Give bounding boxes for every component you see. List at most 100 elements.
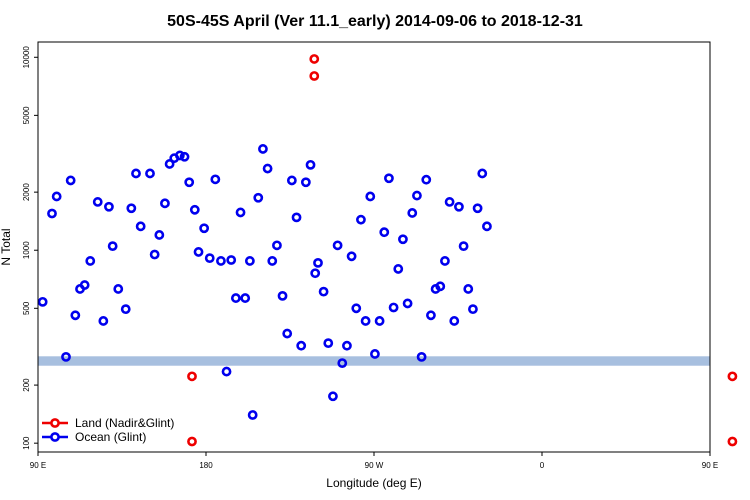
legend-label: Land (Nadir&Glint) (75, 416, 174, 430)
data-point (393, 264, 404, 274)
legend-marker (50, 432, 60, 442)
data-point (37, 296, 48, 307)
x-tick-label: 90 W (365, 461, 384, 470)
data-point (247, 410, 258, 420)
data-point (126, 203, 137, 214)
y-tick-label: 1000 (22, 241, 31, 259)
legend-marker (50, 418, 60, 428)
data-point (384, 173, 394, 184)
data-point (468, 304, 478, 315)
data-point (154, 230, 165, 240)
data-point (435, 281, 446, 292)
data-point (92, 197, 103, 207)
data-point (216, 256, 226, 266)
data-point (272, 240, 282, 251)
x-axis: 90 E 180 90 W 0 90 E (30, 452, 718, 470)
data-point (131, 168, 141, 179)
data-point (416, 351, 427, 362)
data-point (449, 316, 460, 326)
data-point (199, 223, 210, 234)
data-point (305, 159, 316, 170)
data-point (221, 366, 232, 377)
data-point (85, 256, 96, 266)
data-point (351, 303, 362, 314)
data-point (402, 298, 413, 309)
data-point (226, 255, 237, 265)
data-point (296, 340, 307, 351)
data-point (51, 191, 62, 202)
data-point (727, 436, 738, 447)
data-point (189, 204, 200, 215)
data-point (313, 257, 323, 268)
data-point (458, 241, 469, 252)
data-point (388, 302, 399, 313)
data-point (412, 190, 422, 201)
data-point (356, 214, 366, 225)
data-point (61, 351, 71, 362)
data-point (444, 197, 455, 207)
data-point (187, 436, 197, 447)
data-point (328, 391, 338, 402)
data-point (454, 201, 464, 212)
data-point (482, 221, 492, 232)
data-point (323, 338, 334, 349)
legend-label: Ocean (Glint) (75, 430, 146, 444)
data-point (463, 284, 474, 294)
x-axis-label: Longitude (deg E) (326, 476, 421, 490)
data-points-layer (37, 54, 738, 447)
data-point (65, 175, 76, 186)
data-point (230, 293, 241, 303)
data-point (267, 256, 278, 266)
y-tick-label: 200 (22, 378, 31, 392)
data-point (360, 316, 371, 326)
data-point (204, 253, 215, 264)
data-point (277, 290, 288, 301)
data-point (374, 316, 385, 326)
data-point (342, 340, 352, 351)
data-point (107, 241, 118, 252)
data-point (120, 304, 131, 315)
data-point (291, 212, 302, 223)
x-tick-label: 180 (199, 461, 213, 470)
data-point (346, 251, 357, 262)
data-point (145, 168, 155, 179)
data-point (421, 174, 432, 185)
data-point (477, 168, 488, 179)
data-point (472, 203, 483, 214)
data-point (113, 284, 124, 294)
data-point (440, 256, 450, 266)
x-tick-label: 90 E (30, 461, 46, 470)
legend-entry: Ocean (Glint) (42, 430, 146, 444)
y-tick-label: 100 (22, 436, 31, 450)
data-point (179, 151, 190, 162)
data-point (174, 150, 185, 161)
data-point (47, 208, 57, 219)
data-point (135, 221, 146, 232)
data-point (193, 247, 204, 257)
data-point (300, 177, 311, 188)
data-point (258, 144, 268, 154)
series-ocean (37, 144, 492, 420)
data-point (309, 71, 320, 81)
x-tick-label: 0 (540, 461, 545, 470)
data-point (160, 198, 170, 209)
data-point (407, 208, 418, 218)
x-tick-label: 90 E (702, 461, 718, 470)
data-point (240, 293, 251, 303)
data-point (70, 310, 81, 321)
data-point (286, 175, 297, 186)
y-tick-label: 10000 (22, 46, 31, 69)
highlight-band-layer (38, 356, 710, 366)
chart-title: 50S-45S April (Ver 11.1_early) 2014-09-0… (167, 13, 583, 30)
data-point (210, 174, 221, 185)
data-point (253, 192, 264, 203)
legend: Land (Nadir&Glint)Ocean (Glint) (42, 416, 174, 444)
y-axis: 100 200 500 1000 2000 5000 10000 (22, 46, 38, 450)
data-point (104, 201, 114, 212)
y-tick-label: 500 (22, 301, 31, 315)
data-point (309, 54, 320, 64)
y-axis-label: N Total (0, 228, 13, 265)
data-point (318, 286, 329, 297)
